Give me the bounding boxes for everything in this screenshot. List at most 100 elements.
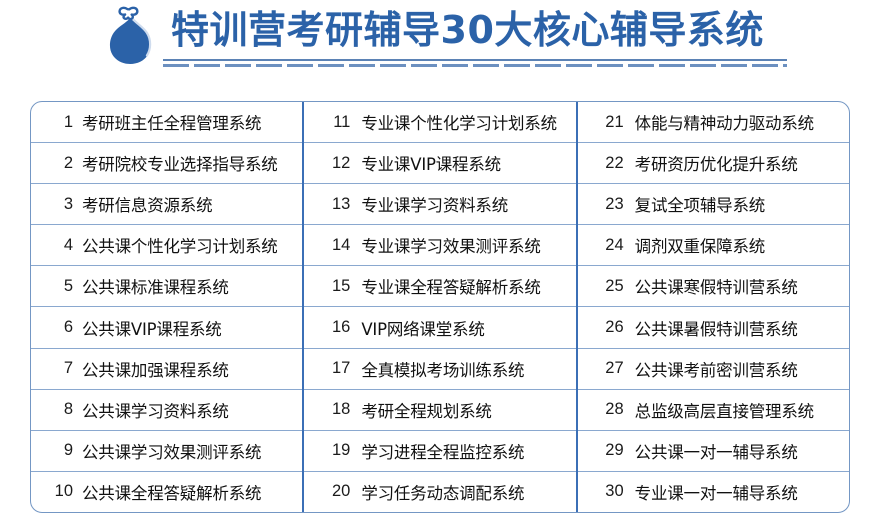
row-label: 考研全程规划系统 bbox=[361, 401, 492, 421]
row-number: 28 bbox=[605, 400, 624, 419]
table-row[interactable]: 8 公共课学习资料系统 bbox=[31, 388, 303, 430]
row-number: 23 bbox=[605, 194, 624, 213]
row-label: 专业课个性化学习计划系统 bbox=[361, 114, 557, 134]
table-row[interactable]: 29 公共课一对一辅导系统 bbox=[577, 429, 849, 471]
table-row[interactable]: 30 专业课一对一辅导系统 bbox=[577, 470, 849, 512]
row-number: 30 bbox=[605, 482, 624, 501]
row-number: 1 bbox=[63, 112, 73, 131]
table-row[interactable]: 14 专业课学习效果测评系统 bbox=[304, 224, 576, 265]
row-number: 26 bbox=[605, 318, 624, 337]
row-label: 专业课学习效果测评系统 bbox=[361, 237, 541, 257]
row-label: 公共课学习资料系统 bbox=[82, 401, 229, 421]
page-title: 特训营考研辅导30大核心辅导系统 bbox=[171, 8, 764, 52]
row-label: 全真模拟考场训练系统 bbox=[361, 360, 525, 380]
row-label: 体能与精神动力驱动系统 bbox=[634, 114, 815, 134]
row-label: 公共课全程答疑解析系统 bbox=[82, 483, 262, 503]
row-label: 公共课个性化学习计划系统 bbox=[82, 237, 278, 257]
row-label: 考研信息资源系统 bbox=[82, 196, 213, 216]
table-row[interactable]: 1 考研班主任全程管理系统 bbox=[31, 102, 302, 142]
row-label: 专业课学习资料系统 bbox=[361, 196, 509, 216]
table-row[interactable]: 13 专业课学习资料系统 bbox=[304, 183, 576, 224]
row-label: 调剂双重保障系统 bbox=[634, 237, 766, 257]
table-row[interactable]: 27 公共课考前密训营系统 bbox=[577, 347, 849, 389]
row-label: 总监级高层直接管理系统 bbox=[634, 401, 815, 421]
systems-column-2: 11 专业课个性化学习计划系统 12 专业课VIP课程系统 13 专业课学习资料系统 … bbox=[302, 102, 576, 512]
table-row[interactable]: 4 公共课个性化学习计划系统 bbox=[31, 224, 303, 265]
row-label: 公共课标准课程系统 bbox=[82, 278, 229, 298]
title-divider-dashed bbox=[163, 64, 787, 67]
row-label: 复试全项辅导系统 bbox=[634, 196, 766, 216]
title-wrap: 特训营考研辅导30大核心辅导系统 bbox=[163, 1, 787, 67]
title-divider-solid bbox=[163, 59, 787, 61]
table-row[interactable]: 7 公共课加强课程系统 bbox=[31, 347, 303, 389]
table-row[interactable]: 22 考研资历优化提升系统 bbox=[577, 142, 849, 183]
row-number: 2 bbox=[63, 153, 73, 172]
row-number: 14 bbox=[331, 235, 351, 254]
row-label: 学习任务动态调配系统 bbox=[361, 483, 525, 503]
table-row[interactable]: 12 专业课VIP课程系统 bbox=[304, 142, 576, 183]
table-row[interactable]: 6 公共课VIP课程系统 bbox=[31, 306, 303, 347]
row-number: 6 bbox=[63, 318, 73, 337]
row-label: 公共课一对一辅导系统 bbox=[634, 442, 798, 462]
row-label: 考研院校专业选择指导系统 bbox=[82, 155, 278, 175]
table-row[interactable]: 28 总监级高层直接管理系统 bbox=[577, 388, 849, 430]
row-number: 4 bbox=[63, 235, 73, 254]
row-label: 考研班主任全程管理系统 bbox=[82, 114, 262, 134]
row-number: 5 bbox=[63, 276, 73, 295]
table-row[interactable]: 18 考研全程规划系统 bbox=[304, 388, 576, 430]
row-number: 11 bbox=[333, 112, 351, 131]
table-row[interactable]: 9 公共课学习效果测评系统 bbox=[31, 429, 303, 471]
table-row[interactable]: 24 调剂双重保障系统 bbox=[577, 224, 849, 265]
row-number: 20 bbox=[331, 482, 351, 501]
row-label: 考研资历优化提升系统 bbox=[634, 155, 798, 175]
table-row[interactable]: 16 VIP网络课堂系统 bbox=[304, 306, 576, 347]
table-row[interactable]: 11 专业课个性化学习计划系统 bbox=[304, 102, 575, 142]
row-number: 19 bbox=[331, 441, 351, 460]
row-number: 16 bbox=[331, 318, 351, 337]
table-row[interactable]: 10 公共课全程答疑解析系统 bbox=[31, 470, 303, 512]
table-row[interactable]: 15 专业课全程答疑解析系统 bbox=[304, 265, 576, 306]
systems-column-3: 21 体能与精神动力驱动系统 22 考研资历优化提升系统 23 复试全项辅导系统 24… bbox=[575, 102, 849, 512]
systems-table: 1 考研班主任全程管理系统 2 考研院校专业选择指导系统 3 考研信息资源系统 4 公共… bbox=[30, 101, 850, 513]
row-number: 27 bbox=[605, 359, 624, 378]
row-number: 21 bbox=[605, 112, 624, 131]
row-number: 7 bbox=[63, 359, 73, 378]
row-label: 公共课学习效果测评系统 bbox=[82, 442, 262, 462]
table-row[interactable]: 3 考研信息资源系统 bbox=[31, 183, 303, 224]
row-number: 13 bbox=[331, 194, 351, 213]
row-label: 公共课加强课程系统 bbox=[82, 360, 229, 380]
table-row[interactable]: 23 复试全项辅导系统 bbox=[577, 183, 849, 224]
table-row[interactable]: 20 学习任务动态调配系统 bbox=[304, 470, 576, 512]
row-label: 公共课考前密训营系统 bbox=[634, 360, 798, 380]
systems-column-1: 1 考研班主任全程管理系统 2 考研院校专业选择指导系统 3 考研信息资源系统 4 公共… bbox=[31, 102, 303, 512]
row-label: VIP网络课堂系统 bbox=[361, 319, 485, 339]
row-label: 公共课寒假特训营系统 bbox=[634, 278, 798, 298]
title-divider bbox=[163, 59, 787, 67]
row-number: 8 bbox=[63, 400, 73, 419]
row-label: 学习进程全程监控系统 bbox=[361, 442, 525, 462]
table-row[interactable]: 5 公共课标准课程系统 bbox=[31, 265, 303, 306]
table-row[interactable]: 26 公共课暑假特训营系统 bbox=[577, 306, 849, 347]
row-number: 10 bbox=[54, 482, 73, 501]
row-number: 22 bbox=[605, 153, 624, 172]
table-row[interactable]: 2 考研院校专业选择指导系统 bbox=[31, 142, 303, 183]
row-number: 17 bbox=[331, 359, 351, 378]
money-bag-icon bbox=[109, 6, 152, 64]
table-row[interactable]: 17 全真模拟考场训练系统 bbox=[304, 347, 576, 389]
row-label: 专业课一对一辅导系统 bbox=[634, 483, 798, 503]
table-row[interactable]: 19 学习进程全程监控系统 bbox=[304, 429, 576, 471]
row-label: 公共课VIP课程系统 bbox=[82, 319, 222, 339]
row-number: 9 bbox=[63, 441, 73, 460]
row-number: 15 bbox=[331, 276, 351, 295]
row-number: 29 bbox=[605, 441, 624, 460]
row-label: 专业课VIP课程系统 bbox=[361, 155, 501, 175]
row-number: 25 bbox=[605, 276, 624, 295]
row-label: 专业课全程答疑解析系统 bbox=[361, 278, 541, 298]
table-row[interactable]: 21 体能与精神动力驱动系统 bbox=[578, 102, 849, 142]
row-number: 3 bbox=[63, 194, 73, 213]
row-number: 12 bbox=[331, 153, 351, 172]
row-number: 24 bbox=[605, 235, 624, 254]
table-row[interactable]: 25 公共课寒假特训营系统 bbox=[577, 265, 849, 306]
row-number: 18 bbox=[331, 400, 351, 419]
